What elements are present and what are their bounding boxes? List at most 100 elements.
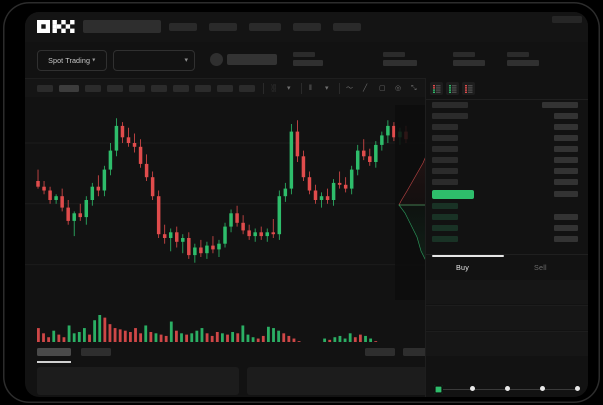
nav-item-2[interactable] <box>209 23 237 31</box>
bottom-tab-bar <box>25 342 433 364</box>
bid-amount-3 <box>554 236 578 242</box>
stat-24h-high <box>453 52 485 66</box>
bottom-card-right[interactable] <box>247 367 437 395</box>
ask-price-1 <box>432 124 458 130</box>
form-divider-1 <box>426 305 588 306</box>
volume-series <box>37 315 378 342</box>
chevron-down-icon: ▾ <box>184 57 188 64</box>
timeframe-6[interactable] <box>151 85 167 92</box>
chart-gridlines <box>25 142 425 266</box>
bottom-tab-order-history[interactable] <box>81 348 111 356</box>
bid-amount-1 <box>554 214 578 220</box>
line-tool-icon[interactable]: 〜 <box>346 85 353 92</box>
order-amount-slider[interactable] <box>434 384 582 394</box>
ask-amount-6 <box>554 179 578 185</box>
orderbook-header-divider <box>426 99 588 100</box>
chevron-down-icon: ▾ <box>92 55 96 64</box>
orderbook-bids-icon[interactable] <box>446 82 459 95</box>
ask-amount-3 <box>554 146 578 152</box>
bottom-tab-open-orders[interactable] <box>37 348 71 356</box>
chevron-down-icon-2[interactable]: ▾ <box>325 85 329 92</box>
ask-amount-5 <box>554 168 578 174</box>
buy-tab-underline <box>432 255 504 257</box>
stat-24h-volume <box>507 52 539 66</box>
top-navigation-bar <box>25 12 588 42</box>
slider-stop-50[interactable] <box>505 386 510 391</box>
stat-24h-change <box>383 52 417 66</box>
nav-item-3[interactable] <box>249 23 281 31</box>
bottom-card-left[interactable] <box>37 367 239 395</box>
form-divider-2 <box>426 331 588 332</box>
toolbar-divider-3 <box>339 83 340 94</box>
bid-price-2 <box>432 225 458 231</box>
ask-price-6 <box>432 179 458 185</box>
slider-stop-25[interactable] <box>470 386 475 391</box>
bottom-tab-underline <box>37 361 71 363</box>
nav-item-4[interactable] <box>293 23 321 31</box>
orderbook-col-header-amount <box>542 102 578 108</box>
candle-series <box>36 118 408 263</box>
slider-stop-75[interactable] <box>540 386 545 391</box>
pencil-icon[interactable]: ╱ <box>363 85 368 92</box>
ask-price-2 <box>432 135 458 141</box>
price-chart[interactable] <box>25 97 451 342</box>
ask-amount-0 <box>554 113 578 119</box>
market-sub-bar: Spot Trading ▾ ▾ <box>25 42 588 78</box>
pair-name-label <box>227 54 277 65</box>
timeframe-3[interactable] <box>85 85 101 92</box>
toolbar-divider-2 <box>301 83 302 94</box>
ask-price-5 <box>432 168 458 174</box>
bid-amount-2 <box>554 225 578 231</box>
bottom-action-2[interactable] <box>403 348 433 356</box>
coin-avatar <box>210 53 223 66</box>
indicator-icon[interactable]: ░ <box>271 85 276 92</box>
ask-amount-1 <box>554 124 578 130</box>
pair-select[interactable]: ▾ <box>113 50 195 71</box>
timeframe-1[interactable] <box>37 85 53 92</box>
spot-trading-dropdown[interactable]: Spot Trading ▾ <box>37 50 107 71</box>
slider-stop-100[interactable] <box>575 386 580 391</box>
orderbook-both-icon[interactable] <box>430 82 443 95</box>
chevron-down-icon[interactable]: ▾ <box>287 85 291 92</box>
order-field-price[interactable] <box>426 280 588 304</box>
ask-price-4 <box>432 157 458 163</box>
bottom-action-1[interactable] <box>365 348 395 356</box>
candlestick-svg <box>25 118 425 342</box>
ask-price-3 <box>432 146 458 152</box>
chart-type-icon[interactable]: ‖ <box>309 85 312 92</box>
toolbar-divider-1 <box>263 83 264 94</box>
timeframe-9[interactable] <box>217 85 233 92</box>
settings-icon[interactable]: ◎ <box>395 85 402 92</box>
nav-search-input[interactable] <box>83 20 161 33</box>
timeframe-8[interactable] <box>195 85 211 92</box>
timeframe-4[interactable] <box>107 85 123 92</box>
app-screen: Spot Trading ▾ ▾ <box>25 12 588 397</box>
order-field-total[interactable] <box>426 332 588 356</box>
stat-last-price <box>293 52 323 66</box>
orderbook-last-price <box>432 190 474 199</box>
nav-item-1[interactable] <box>169 23 197 31</box>
order-field-amount[interactable] <box>426 306 588 330</box>
fullscreen-icon[interactable]: ⤡ <box>411 85 417 92</box>
device-bezel: Spot Trading ▾ ▾ <box>3 2 600 403</box>
last-price-amount <box>554 191 578 197</box>
timeframe-5[interactable] <box>129 85 145 92</box>
spot-trading-label: Spot Trading <box>48 56 91 65</box>
orderbook-col-header-price <box>432 102 468 108</box>
bid-price-0 <box>432 203 458 209</box>
nav-item-5[interactable] <box>333 23 361 31</box>
okx-logo[interactable] <box>37 20 75 33</box>
timeframe-10[interactable] <box>239 85 255 92</box>
nav-account-chip[interactable] <box>552 16 582 23</box>
tab-sell[interactable]: Sell <box>534 263 547 272</box>
tab-buy[interactable]: Buy <box>456 263 469 272</box>
slider-knob[interactable] <box>434 384 443 394</box>
bid-price-3 <box>432 236 458 242</box>
timeframe-7[interactable] <box>173 85 189 92</box>
orderbook-asks-icon[interactable] <box>462 82 475 95</box>
timeframe-2[interactable] <box>59 85 79 92</box>
ask-price-0 <box>432 113 468 119</box>
camera-icon[interactable]: ▢ <box>379 85 386 92</box>
bid-price-1 <box>432 214 458 220</box>
order-panel: Buy Sell <box>425 78 588 397</box>
